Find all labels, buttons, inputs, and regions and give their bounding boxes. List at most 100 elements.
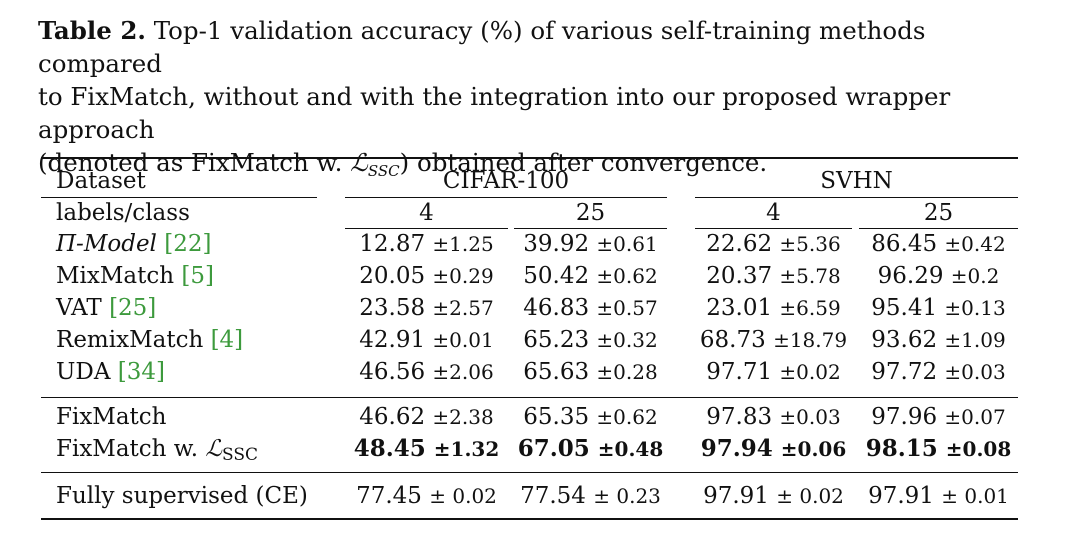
cmidrule-s4 bbox=[695, 228, 852, 229]
table-cell: 93.62 ±1.09 bbox=[859, 325, 1018, 355]
cell-value: 96.29 bbox=[877, 263, 951, 289]
cell-std: ±0.03 bbox=[944, 360, 1006, 384]
loss-symbol: ℒ bbox=[350, 148, 368, 177]
cell-std: ±5.36 bbox=[779, 232, 841, 256]
cell-std: ±0.61 bbox=[596, 232, 658, 256]
row-method-name: RemixMatch [4] bbox=[56, 325, 243, 355]
citation-link[interactable]: [5] bbox=[181, 263, 214, 289]
cell-value: 39.92 bbox=[523, 231, 597, 257]
table-cell: 97.94 ±0.06 bbox=[695, 434, 852, 464]
row-method-name: FixMatch bbox=[56, 402, 167, 432]
table-cell: 97.96 ±0.07 bbox=[859, 402, 1018, 432]
cell-value: 42.91 bbox=[359, 327, 433, 353]
caption-text-3b: ) obtained after convergence. bbox=[399, 148, 768, 177]
cell-std: ±0.06 bbox=[780, 437, 847, 461]
citation-link[interactable]: [25] bbox=[109, 295, 157, 321]
cell-value: 77.45 bbox=[356, 483, 430, 509]
cell-value: 86.45 bbox=[871, 231, 945, 257]
header-labels-per-class: labels/class bbox=[56, 200, 190, 226]
cmidrule-dataset bbox=[41, 197, 317, 198]
table-cell: 65.63 ±0.28 bbox=[514, 357, 667, 387]
cell-std: ±6.59 bbox=[779, 296, 841, 320]
table-label: Table 2. bbox=[38, 16, 146, 45]
cmidrule-cifar bbox=[345, 197, 667, 198]
cell-std: ±0.48 bbox=[597, 437, 664, 461]
cell-std: ±1.09 bbox=[944, 328, 1006, 352]
cell-value: 97.72 bbox=[871, 359, 945, 385]
cell-std: ±0.2 bbox=[950, 264, 1000, 288]
loss-symbol: ℒ bbox=[205, 436, 222, 462]
row-method-name: FixMatch w. ℒSSC bbox=[56, 434, 258, 470]
mid-rule-2 bbox=[41, 472, 1018, 473]
cell-value: 97.94 bbox=[700, 435, 781, 462]
header-cifar-4: 4 bbox=[419, 200, 434, 226]
cell-std: ±0.01 bbox=[432, 328, 494, 352]
cell-value: 95.41 bbox=[871, 295, 945, 321]
cell-value: 12.87 bbox=[359, 231, 433, 257]
header-cifar-25: 25 bbox=[575, 200, 606, 226]
cell-std: ± 0.02 bbox=[429, 484, 497, 508]
cell-std: ±0.29 bbox=[432, 264, 494, 288]
row-method-name: VAT [25] bbox=[56, 293, 156, 323]
cell-std: ±0.07 bbox=[944, 405, 1006, 429]
cell-value: 46.62 bbox=[359, 404, 433, 430]
cell-std: ±0.42 bbox=[944, 232, 1006, 256]
cmidrule-svhn bbox=[695, 197, 1018, 198]
table-caption: Table 2. Top-1 validation accuracy (%) o… bbox=[38, 14, 1048, 188]
cell-value: 93.62 bbox=[871, 327, 945, 353]
cell-value: 98.15 bbox=[865, 435, 946, 462]
caption-text-1: Top-1 validation accuracy (%) of various… bbox=[38, 16, 926, 78]
cell-std: ±1.32 bbox=[433, 437, 500, 461]
row-method-name: MixMatch [5] bbox=[56, 261, 214, 291]
method-label: MixMatch bbox=[56, 263, 175, 289]
table-cell: 97.71 ±0.02 bbox=[695, 357, 852, 387]
cell-std: ±0.02 bbox=[779, 360, 841, 384]
cell-value: 67.05 bbox=[517, 435, 598, 462]
cmidrule-c4 bbox=[345, 228, 508, 229]
table-cell: 65.35 ±0.62 bbox=[514, 402, 667, 432]
cell-value: 23.01 bbox=[706, 295, 780, 321]
method-label: UDA bbox=[56, 359, 111, 385]
method-label: VAT bbox=[56, 295, 102, 321]
cmidrule-s25 bbox=[859, 228, 1018, 229]
caption-line-2: to FixMatch, without and with the integr… bbox=[38, 82, 951, 144]
cell-std: ± 0.01 bbox=[941, 484, 1009, 508]
table-cell: 65.23 ±0.32 bbox=[514, 325, 667, 355]
cell-std: ±5.78 bbox=[779, 264, 841, 288]
citation-link[interactable]: [4] bbox=[210, 327, 244, 353]
table-cell: 42.91 ±0.01 bbox=[345, 325, 508, 355]
method-label: Fully supervised (CE) bbox=[56, 483, 308, 509]
cell-std: ±18.79 bbox=[773, 328, 848, 352]
citation-link[interactable]: [34] bbox=[117, 359, 165, 385]
cell-std: ±1.25 bbox=[432, 232, 494, 256]
table-cell: 96.29 ±0.2 bbox=[859, 261, 1018, 291]
table-cell: 23.58 ±2.57 bbox=[345, 293, 508, 323]
table-cell: 12.87 ±1.25 bbox=[345, 229, 508, 259]
cell-std: ±2.38 bbox=[432, 405, 494, 429]
table-cell: 97.91 ± 0.02 bbox=[695, 481, 852, 511]
cell-std: ±0.03 bbox=[779, 405, 841, 429]
table-cell: 98.15 ±0.08 bbox=[859, 434, 1018, 464]
table-cell: 95.41 ±0.13 bbox=[859, 293, 1018, 323]
cell-std: ±0.62 bbox=[596, 264, 658, 288]
cell-std: ±0.08 bbox=[945, 437, 1012, 461]
table-cell: 97.72 ±0.03 bbox=[859, 357, 1018, 387]
table-cell: 23.01 ±6.59 bbox=[695, 293, 852, 323]
table-cell: 46.83 ±0.57 bbox=[514, 293, 667, 323]
table-cell: 46.56 ±2.06 bbox=[345, 357, 508, 387]
table-cell: 46.62 ±2.38 bbox=[345, 402, 508, 432]
cell-value: 97.71 bbox=[706, 359, 780, 385]
table-cell: 67.05 ±0.48 bbox=[514, 434, 667, 464]
cell-value: 20.37 bbox=[706, 263, 780, 289]
cell-value: 48.45 bbox=[353, 435, 434, 462]
cell-value: 65.35 bbox=[523, 404, 597, 430]
table-cell: 50.42 ±0.62 bbox=[514, 261, 667, 291]
cell-value: 65.63 bbox=[523, 359, 597, 385]
table-cell: 77.54 ± 0.23 bbox=[514, 481, 667, 511]
citation-link[interactable]: [22] bbox=[164, 231, 212, 257]
cell-value: 77.54 bbox=[520, 483, 594, 509]
method-label: Π-Model bbox=[56, 231, 157, 257]
table-cell: 20.05 ±0.29 bbox=[345, 261, 508, 291]
cell-value: 65.23 bbox=[523, 327, 597, 353]
loss-subscript: SSC bbox=[221, 445, 258, 465]
